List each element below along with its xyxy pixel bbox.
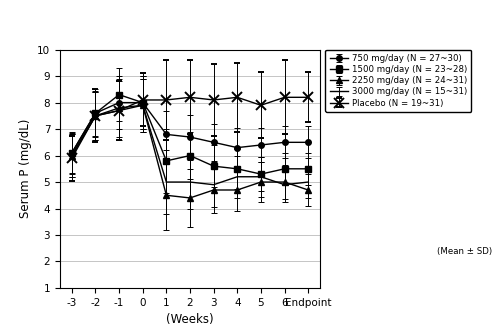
X-axis label: (Weeks): (Weeks) [166,313,214,326]
Text: (Mean ± SD): (Mean ± SD) [438,247,492,256]
Legend: 750 mg/day (N = 27~30), 1500 mg/day (N = 23~28), 2250 mg/day (N = 24~31), 3000 m: 750 mg/day (N = 27~30), 1500 mg/day (N =… [325,50,472,112]
Y-axis label: Serum P (mg/dL): Serum P (mg/dL) [18,119,32,218]
